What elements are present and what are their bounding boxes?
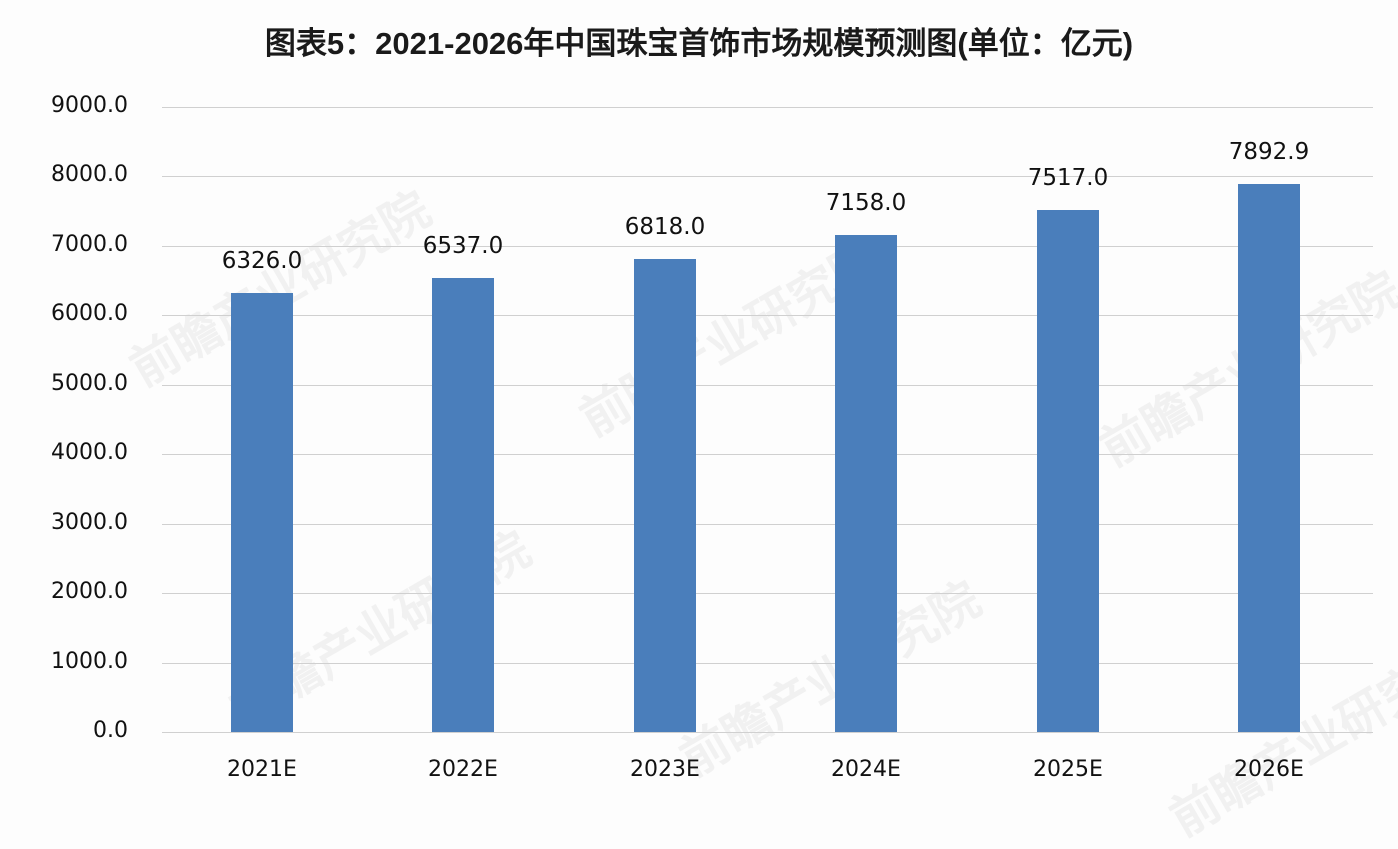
chart-title: 图表5：2021-2026年中国珠宝首饰市场规模预测图(单位：亿元) <box>264 26 1134 61</box>
y-axis-tick-label: 4000.0 <box>51 440 128 466</box>
y-axis-tick-label: 8000.0 <box>51 162 128 188</box>
bar-2026E <box>1238 183 1300 732</box>
data-label: 7517.0 <box>1027 164 1109 191</box>
bar-2023E <box>634 258 696 732</box>
gridline <box>162 245 1373 247</box>
gridline <box>162 176 1373 178</box>
y-axis-tick-label: 2000.0 <box>51 579 128 605</box>
bar-2024E <box>835 234 897 732</box>
data-label: 7158.0 <box>825 189 907 216</box>
y-axis-tick-label: 9000.0 <box>51 93 128 118</box>
bar-2022E <box>432 278 494 732</box>
gridline <box>162 732 1373 733</box>
gridline <box>162 523 1373 525</box>
watermark: 前瞻产业研究院 <box>671 571 991 788</box>
gridline <box>162 593 1373 595</box>
gridline <box>162 454 1373 456</box>
x-axis-tick-label: 2025E <box>1033 757 1103 782</box>
y-axis-tick-label: 6000.0 <box>51 301 128 327</box>
y-axis-tick-label: 3000.0 <box>51 509 128 535</box>
data-label: 6537.0 <box>422 233 504 260</box>
gridline <box>162 107 1373 108</box>
y-axis-tick-label: 5000.0 <box>51 370 128 396</box>
x-axis-tick-label: 2024E <box>831 757 901 782</box>
data-label: 6326.0 <box>221 247 303 274</box>
gridline <box>162 384 1373 386</box>
data-label: 6818.0 <box>624 213 706 240</box>
y-axis-tick-label: 7000.0 <box>51 231 128 257</box>
gridline <box>162 315 1373 317</box>
x-axis-tick-label: 2021E <box>227 757 297 782</box>
bar-2021E <box>231 292 293 732</box>
x-axis-tick-label: 2022E <box>428 757 498 782</box>
y-axis-tick-label: 0.0 <box>93 718 128 743</box>
data-label: 7892.9 <box>1228 138 1310 165</box>
bar-2025E <box>1037 209 1099 732</box>
x-axis-tick-label: 2023E <box>630 757 700 782</box>
gridline <box>162 662 1373 664</box>
x-axis-tick-label: 2026E <box>1234 757 1304 782</box>
y-axis-tick-label: 1000.0 <box>51 648 128 674</box>
